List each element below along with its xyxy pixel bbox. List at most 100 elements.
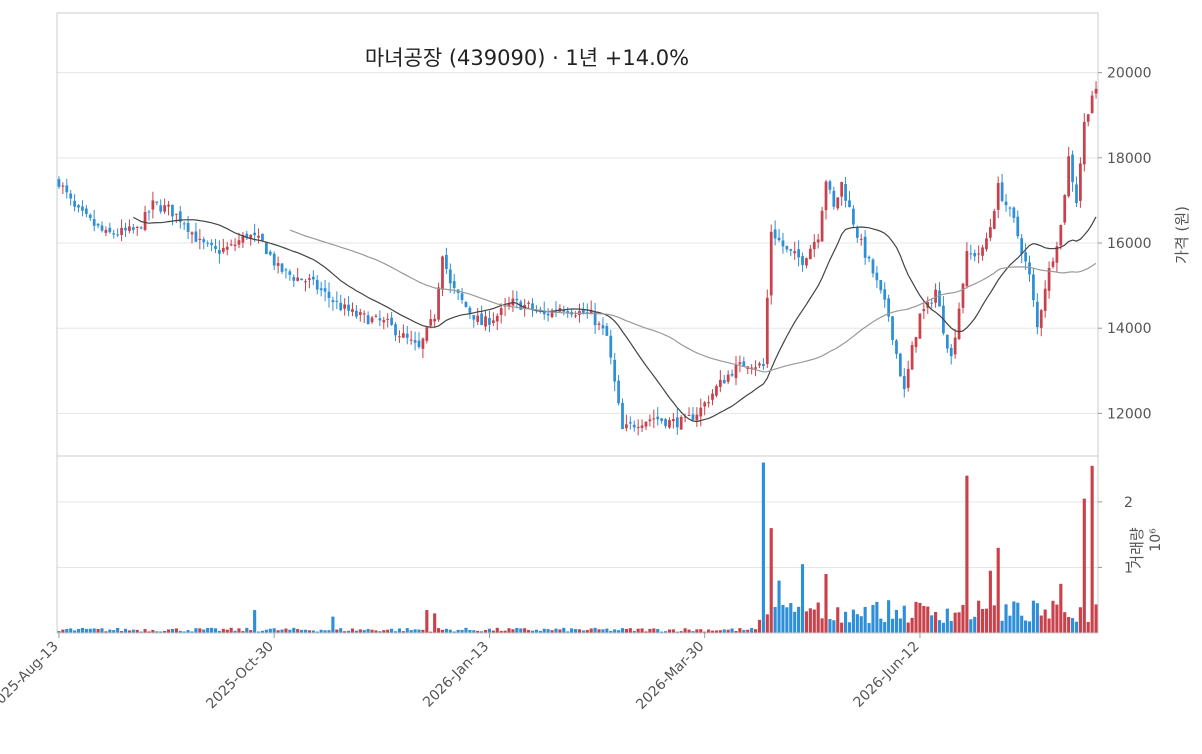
candle-body [1047,268,1051,291]
volume-bar [421,629,425,633]
candle-body [593,311,597,326]
candle-body [769,231,773,296]
volume-bar [746,629,750,633]
volume-bar [1070,618,1075,633]
candle-body [292,277,296,281]
x-tick-label: 2026-Jan-13 [420,639,492,711]
candle-body [499,308,503,315]
candle-body [96,223,100,226]
volume-bar [76,629,81,633]
volume-bar [851,609,855,633]
candle-body [143,211,147,230]
candle-body [996,183,1000,210]
candle-body [347,304,350,311]
candle-body [672,419,675,422]
volume-bar [307,630,311,633]
candle-body [1063,195,1067,223]
volume-bar [687,629,691,633]
chart-title: 마녀공장 (439090) · 1년 +14.0% [365,46,689,70]
candle-body [828,181,832,190]
candle-body [985,238,988,250]
volume-bar [268,628,272,633]
volume-bar [820,618,824,633]
candle-body [542,310,546,315]
volume-bar [194,628,198,633]
volume-bar [757,619,762,633]
volume-bar [1020,615,1024,633]
candle-body [679,416,683,430]
volume-bar [812,609,816,633]
candle-body [812,242,816,250]
volume-bar [800,564,805,633]
volume-bar [730,628,734,633]
volume-bar [906,622,910,633]
volume-bar [832,620,836,633]
candle-body [308,278,311,280]
volume-bar [182,631,186,633]
volume-bar [824,574,828,633]
candle-body [801,256,804,265]
candle-body [362,313,366,315]
candle-body [992,211,996,229]
x-tick-label: 2026-Mar-30 [633,639,707,713]
candle-body [288,271,292,275]
candle-body [1028,262,1031,275]
candle-body [351,309,354,312]
ma-layer [133,216,1097,423]
candle-body [1020,238,1024,255]
candle-body [875,272,879,281]
candle-body [284,269,288,271]
candle-body [108,227,112,233]
candle-body [656,416,660,420]
volume-bar [233,630,237,633]
volume-bar [703,631,707,633]
volume-bar [253,610,257,633]
candle-body [394,324,397,336]
volume-bar [632,630,636,633]
candle-body [969,253,973,255]
candle-body [617,380,620,404]
candle-body [174,213,178,215]
volume-bar [303,629,308,633]
volume-bar [636,628,640,633]
volume-bar [828,619,832,633]
volume-bar [409,630,413,633]
candle-body [488,318,491,325]
volume-bar [988,570,992,633]
candle-body [194,231,198,242]
volume-bar [785,607,789,633]
volume-bar [969,619,973,633]
volume-bar [280,629,284,633]
candle-body [879,280,883,291]
candle-body [738,362,742,365]
candle-body [644,421,648,427]
volume-bar [992,605,996,633]
volume-bar [174,628,178,633]
volume-bar [683,628,687,633]
candle-body [1086,114,1090,122]
candle-body [386,318,390,320]
candle-body [92,219,96,226]
candle-body [1075,184,1078,203]
candle-body [335,300,339,302]
candle-body [934,289,937,303]
volume-bar [593,627,597,633]
volume-bar [742,629,746,633]
volume-bar [1059,583,1063,633]
candle-body [816,239,820,243]
volume-bar [96,628,100,633]
volume-bar [1055,604,1059,633]
candle-body [621,402,624,430]
volume-bar [566,631,570,633]
volume-bar [601,629,605,633]
volume-bar [894,609,899,633]
volume-bar [718,630,722,633]
volume-panel-frame [56,455,1099,634]
volume-bar [440,629,445,633]
volume-exponent-label: 10⁶ [1148,528,1164,552]
candle-body [405,333,409,338]
candle-body [699,407,703,417]
candle-body [104,229,108,233]
candle-body [1043,288,1047,311]
volume-bar [722,629,726,633]
